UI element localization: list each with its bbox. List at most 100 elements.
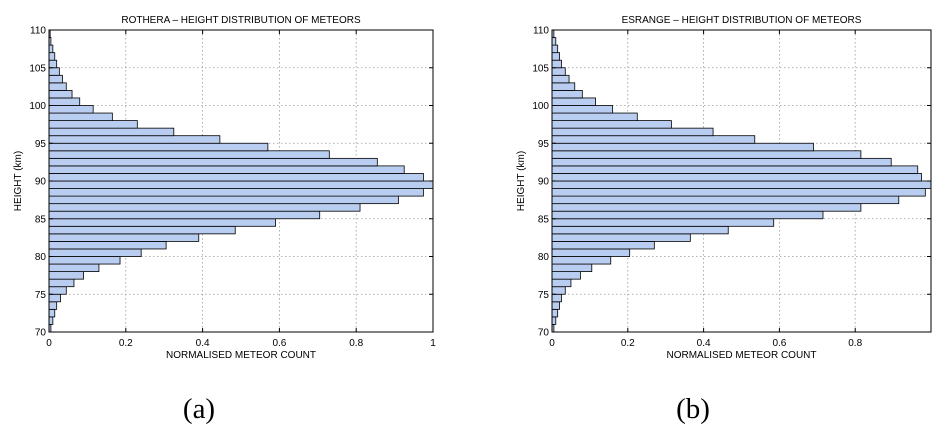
x-tick-label: 0.6 (772, 338, 786, 349)
bar (48, 142, 269, 152)
bar (551, 67, 566, 76)
bar (551, 278, 572, 288)
y-tick-label: 90 (538, 177, 550, 188)
caption-b: (b) (676, 393, 710, 425)
bar (48, 44, 54, 54)
bar (48, 173, 424, 182)
y-axis-label: HEIGHT (km) (13, 151, 24, 211)
y-tick-label: 85 (538, 214, 550, 225)
bar (48, 271, 84, 280)
bar (551, 59, 562, 69)
y-tick-label: 75 (35, 290, 47, 301)
x-tick-label: 0.2 (621, 338, 635, 349)
bar (48, 188, 424, 197)
bar (551, 127, 714, 137)
y-tick-label: 90 (35, 177, 47, 188)
chart-rothera: 0 0.2 0.4 0.6 0.8 1 70 75 80 85 90 95 100 105 110 ROTHE… (13, 15, 436, 361)
y-tick-label: 100 (29, 101, 46, 112)
bar (551, 82, 576, 91)
bar (551, 120, 672, 129)
chart-title: ROTHERA – HEIGHT DISTRIBUTION OF METEORS (121, 15, 361, 26)
x-tick-label: 0.2 (119, 338, 133, 349)
bar (48, 240, 167, 250)
x-tick-label: 0.8 (848, 338, 862, 349)
bar (48, 233, 200, 242)
bar (48, 135, 221, 144)
bar (551, 293, 562, 303)
bar (48, 248, 142, 257)
bar (551, 316, 557, 325)
bar (48, 120, 138, 129)
bar (48, 165, 405, 174)
x-axis-label: NORMALISED METEOR COUNT (166, 350, 316, 361)
y-tick-label: 95 (35, 139, 47, 150)
bar (551, 180, 932, 189)
bar (551, 44, 559, 54)
y-axis-label: HEIGHT (km) (516, 151, 527, 211)
caption-a: (a) (182, 393, 216, 425)
bar (551, 263, 593, 272)
x-tick-label: 0.6 (272, 338, 286, 349)
bar (48, 225, 236, 235)
bar (48, 67, 60, 76)
y-tick-label: 75 (538, 290, 550, 301)
bar (551, 135, 756, 144)
bar (551, 233, 691, 242)
bar (48, 90, 73, 99)
x-tick-label: 0.4 (697, 338, 711, 349)
bar (48, 293, 61, 303)
bar (551, 90, 583, 99)
bar (48, 218, 276, 227)
x-tick-label: 0 (46, 338, 52, 349)
x-tick-label: 0 (549, 338, 555, 349)
chart-esrange: 0 0.2 0.4 0.6 0.8 70 75 80 85 90 95 100 105 110 ESRANG… (516, 15, 932, 361)
bar (551, 173, 922, 182)
bar (551, 218, 775, 227)
chart-title: ESRANGE – HEIGHT DISTRIBUTION OF METEORS (622, 15, 862, 26)
bar (551, 142, 814, 152)
y-tick-label: 110 (30, 26, 46, 37)
bar (551, 286, 566, 295)
y-tick-label: 80 (35, 252, 47, 263)
bar (551, 240, 655, 250)
bar (551, 271, 581, 280)
bar (551, 203, 862, 212)
bar (48, 195, 399, 205)
bar (551, 112, 638, 122)
bar (48, 210, 321, 220)
bar (48, 286, 67, 295)
bar (551, 188, 926, 197)
bar (551, 225, 729, 235)
bar (48, 127, 175, 137)
bar (48, 74, 63, 84)
bar (48, 105, 94, 114)
x-axis-label: NORMALISED METEOR COUNT (666, 350, 816, 361)
bar (48, 256, 121, 265)
x-tick-label: 1 (430, 338, 436, 349)
bar (551, 52, 560, 61)
bar (48, 308, 56, 318)
bar (551, 301, 560, 310)
bar (551, 105, 614, 114)
x-tick-label: 0.8 (349, 338, 363, 349)
y-tick-label: 95 (538, 139, 550, 150)
bar (551, 308, 559, 318)
y-tick-label: 105 (29, 63, 46, 74)
bar (551, 150, 862, 159)
bar (48, 180, 434, 189)
bar (48, 263, 100, 272)
bar (48, 203, 361, 212)
x-tick-label: 0.4 (196, 338, 210, 349)
y-tick-label: 105 (532, 63, 549, 74)
y-tick-label: 85 (35, 214, 47, 225)
bar (551, 97, 596, 106)
bar (551, 157, 892, 167)
bar (551, 74, 570, 84)
bar (48, 278, 75, 288)
bar (48, 59, 58, 69)
bar (48, 97, 81, 106)
bar (551, 256, 612, 265)
bar (48, 52, 56, 61)
bar (48, 112, 113, 122)
